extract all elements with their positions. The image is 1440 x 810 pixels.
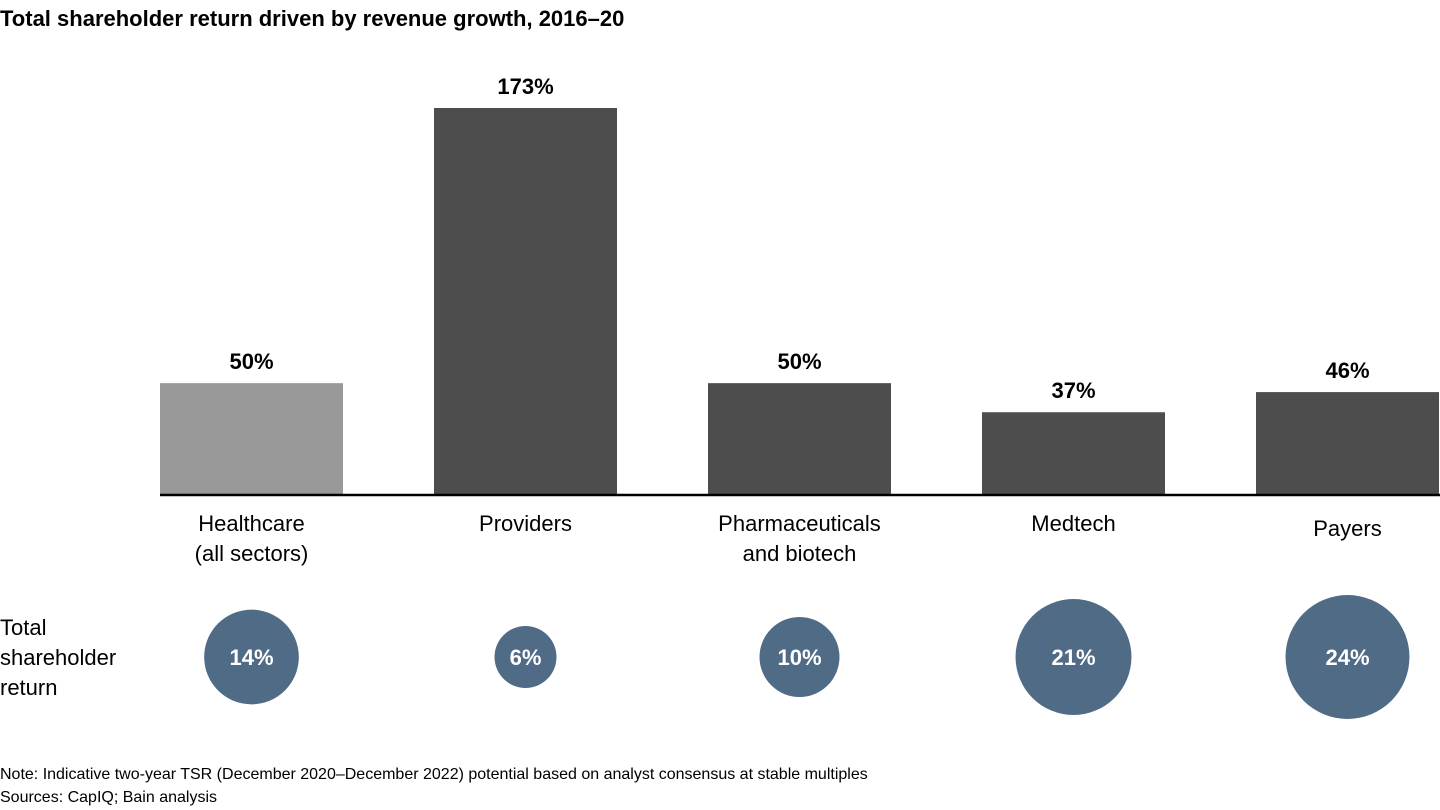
category-label: Providers xyxy=(479,511,572,536)
category-label: Pharmaceuticals xyxy=(718,511,881,536)
category-label: (all sectors) xyxy=(195,541,309,566)
tsr-value-label: 6% xyxy=(510,645,542,670)
bar xyxy=(434,108,617,495)
category-label: and biotech xyxy=(743,541,857,566)
bar xyxy=(982,412,1165,495)
tsr-bubble xyxy=(1015,599,1132,715)
tsr-value-label: 21% xyxy=(1051,645,1095,670)
bar xyxy=(1256,392,1439,495)
tsr-value-label: 10% xyxy=(777,645,821,670)
tsr-bubble xyxy=(494,626,557,688)
bar xyxy=(708,383,891,495)
bar-value-label: 46% xyxy=(1325,358,1369,383)
chart-title: Total shareholder return driven by reven… xyxy=(0,6,624,31)
tsr-row-label: Total shareholder return xyxy=(0,615,116,700)
tsr-value-label: 24% xyxy=(1325,645,1369,670)
bar-value-label: 50% xyxy=(229,349,273,374)
tsr-bubble xyxy=(204,609,299,705)
tsr-label-line: Total xyxy=(0,615,46,640)
tsr-bubble xyxy=(759,616,840,698)
bar-value-label: 37% xyxy=(1051,378,1095,403)
tsr-label-line: shareholder xyxy=(0,645,116,670)
tsr-bubble xyxy=(1285,595,1410,719)
category-label: Medtech xyxy=(1031,511,1115,536)
tsr-value-label: 14% xyxy=(229,645,273,670)
tsr-label-line: return xyxy=(0,675,57,700)
bar-value-label: 50% xyxy=(777,349,821,374)
category-label: Payers xyxy=(1313,516,1381,541)
bar-value-label: 173% xyxy=(497,74,553,99)
category-label: Healthcare xyxy=(198,511,304,536)
sources: Sources: CapIQ; Bain analysis xyxy=(0,789,217,806)
bar xyxy=(160,383,343,495)
footnote: Note: Indicative two-year TSR (December … xyxy=(0,766,868,783)
